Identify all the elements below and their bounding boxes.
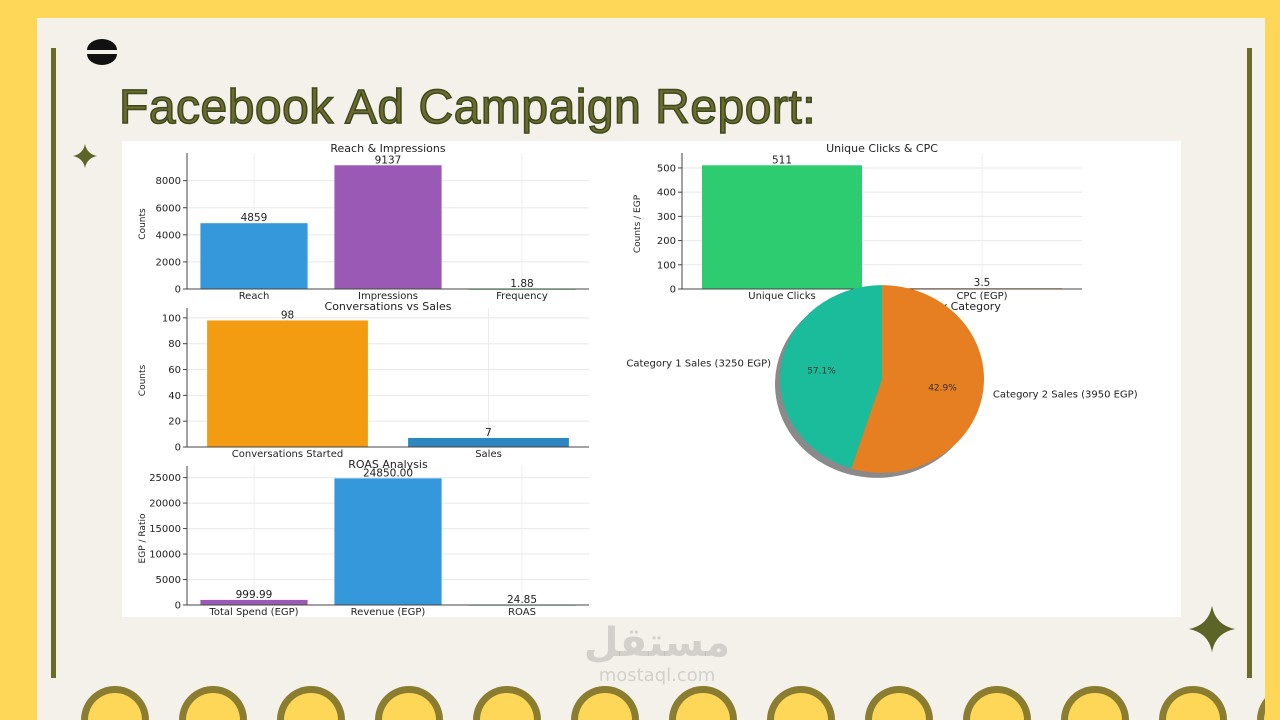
scallop-inner <box>480 693 534 720</box>
data-label: 7 <box>485 427 492 439</box>
y-tick-label: 0 <box>175 443 181 454</box>
x-tick-label: Reach <box>239 291 270 302</box>
y-tick-label: 8000 <box>156 176 181 187</box>
sparkle-icon <box>1188 605 1236 653</box>
bar <box>207 320 368 447</box>
scallop-inner <box>284 693 338 720</box>
x-tick-label: Total Spend (EGP) <box>208 607 298 617</box>
scallop-inner <box>774 693 828 720</box>
y-tick-label: 0 <box>175 285 181 296</box>
pie-slice <box>780 285 882 469</box>
x-tick-label: Unique Clicks <box>748 291 816 302</box>
x-tick-label: CPC (EGP) <box>956 291 1007 302</box>
bar <box>408 437 569 447</box>
chart-title: Unique Clicks & CPC <box>826 142 938 155</box>
data-label: 24850.00 <box>363 467 413 479</box>
y-tick-label: 5000 <box>156 575 181 586</box>
data-label: 1.88 <box>510 278 533 290</box>
data-label: 98 <box>281 309 294 321</box>
report-slide: Facebook Ad Campaign Report: Reach & Imp… <box>37 18 1265 720</box>
y-tick-label: 20 <box>168 417 181 428</box>
y-tick-label: 500 <box>657 163 676 174</box>
y-axis-label: EGP / Ratio <box>138 513 148 563</box>
chart-title: ROAS Analysis <box>348 458 428 471</box>
y-tick-label: 25000 <box>149 473 181 484</box>
right-border-line <box>1247 48 1252 678</box>
y-tick-label: 200 <box>657 236 676 247</box>
chart-title: Conversations vs Sales <box>325 300 452 313</box>
bar <box>334 165 442 289</box>
scallop-outer <box>1257 698 1265 720</box>
x-tick-label: Frequency <box>496 291 548 302</box>
y-tick-label: 6000 <box>156 203 181 214</box>
watermark-domain: mostaql.com <box>598 665 716 686</box>
chart-title: Reach & Impressions <box>330 142 445 155</box>
logo-icon <box>87 39 117 65</box>
y-tick-label: 0 <box>670 285 676 296</box>
watermark: مستقل mostaql.com <box>557 620 757 686</box>
scallop-inner <box>578 693 632 720</box>
data-label: 9137 <box>375 154 402 166</box>
scallop-inner <box>382 693 436 720</box>
y-tick-label: 0 <box>175 601 181 612</box>
pie-pct-label: 57.1% <box>807 366 836 376</box>
y-tick-label: 100 <box>657 260 676 271</box>
y-tick-label: 40 <box>168 391 181 402</box>
y-axis-label: Counts <box>138 208 148 240</box>
data-label: 511 <box>772 154 792 166</box>
y-tick-label: 4000 <box>156 230 181 241</box>
watermark-arabic: مستقل <box>583 620 731 666</box>
x-tick-label: Conversations Started <box>232 449 343 460</box>
bar <box>200 223 308 289</box>
bar <box>702 165 862 289</box>
y-tick-label: 80 <box>168 339 181 350</box>
sparkle-icon <box>73 144 97 168</box>
scallop-inner <box>1166 693 1220 720</box>
charts-canvas: Reach & Impressions 4859 Reach 9137 Impressi… <box>138 142 1138 618</box>
scallop-border <box>81 686 1265 720</box>
x-tick-label: Impressions <box>358 291 418 302</box>
pie-slice <box>851 285 984 473</box>
y-tick-label: 100 <box>162 313 181 324</box>
scallop-inner <box>186 693 240 720</box>
scallop-inner <box>1264 712 1265 720</box>
x-tick-label: Sales <box>475 449 502 460</box>
scallop-inner <box>970 693 1024 720</box>
data-label: 3.5 <box>974 277 991 289</box>
scallop-inner <box>676 693 730 720</box>
y-tick-label: 300 <box>657 212 676 223</box>
left-border-line <box>51 48 56 678</box>
pie-slice-label: Category 2 Sales (3950 EGP) <box>993 390 1138 401</box>
scallop-inner <box>88 693 142 720</box>
y-tick-label: 20000 <box>149 499 181 510</box>
y-tick-label: 400 <box>657 188 676 199</box>
charts-panel: Reach & Impressions 4859 Reach 9137 Impressi… <box>122 141 1181 618</box>
y-axis-label: Counts / EGP <box>633 194 643 253</box>
y-tick-label: 2000 <box>156 257 181 268</box>
data-label: 24.85 <box>507 594 537 606</box>
data-label: 999.99 <box>236 589 273 601</box>
scallop-inner <box>872 693 926 720</box>
pie-pct-label: 42.9% <box>928 384 957 394</box>
y-tick-label: 60 <box>168 365 181 376</box>
data-label: 4859 <box>241 212 268 224</box>
x-tick-label: ROAS <box>508 607 536 617</box>
y-tick-label: 10000 <box>149 550 181 561</box>
y-axis-label: Counts <box>138 364 148 396</box>
x-tick-label: Revenue (EGP) <box>351 607 426 617</box>
bar <box>334 478 442 605</box>
bar <box>200 599 308 605</box>
pie-slice-label: Category 1 Sales (3250 EGP) <box>626 358 771 369</box>
y-tick-label: 15000 <box>149 524 181 535</box>
scallop-inner <box>1068 693 1122 720</box>
page-title: Facebook Ad Campaign Report: <box>118 80 817 135</box>
